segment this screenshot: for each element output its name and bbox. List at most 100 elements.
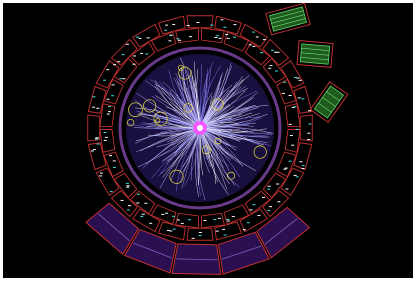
ring-hit <box>149 223 152 224</box>
ring-hit <box>243 229 246 230</box>
ring-hit <box>296 176 299 177</box>
ring-hit <box>168 40 171 41</box>
ring-hit <box>268 186 271 187</box>
ring-hit <box>225 34 228 35</box>
ring-hit <box>277 52 280 53</box>
event-display <box>0 0 416 281</box>
ring-hit <box>126 44 129 45</box>
ring-hit <box>189 36 192 37</box>
ring-hit <box>271 50 274 51</box>
ring-hit <box>144 203 147 204</box>
vertex-core <box>197 125 203 131</box>
ring-hit <box>294 175 297 176</box>
ring-hit <box>96 137 99 138</box>
ring-hit <box>267 189 270 190</box>
ring-hit <box>178 40 181 41</box>
ring-hit <box>252 46 255 47</box>
ring-hit <box>297 78 300 79</box>
page: (() => { const data = JSON.parse(documen… <box>0 0 416 281</box>
ring-hit <box>203 220 206 221</box>
ring-hit <box>210 25 213 26</box>
ring-hit <box>113 64 116 65</box>
ring-hit <box>252 204 255 205</box>
ring-hit <box>267 210 270 211</box>
ring-hit <box>111 95 114 96</box>
ring-hit <box>136 37 139 38</box>
ring-hit <box>106 99 109 100</box>
ring-hit <box>93 149 96 150</box>
ring-hit <box>218 38 221 39</box>
ring-hit <box>269 65 272 66</box>
ring-hit <box>108 111 111 112</box>
ring-hit <box>113 167 116 168</box>
ring-hit <box>227 38 230 39</box>
ring-hit <box>298 97 301 98</box>
ring-hit <box>302 165 305 166</box>
ring-hit <box>282 93 285 94</box>
ring-hit <box>133 64 136 65</box>
ring-hit <box>136 202 139 203</box>
ring-hit <box>165 213 168 214</box>
ring-hit <box>220 19 223 20</box>
ring-hit <box>196 22 199 23</box>
ring-hit <box>137 194 140 195</box>
ring-hit <box>104 132 107 133</box>
ring-hit <box>187 25 190 26</box>
ring-hit <box>285 168 288 169</box>
ring-hit <box>263 39 266 40</box>
ring-hit <box>164 30 167 31</box>
ring-hit <box>222 229 225 230</box>
ring-hit <box>112 84 115 85</box>
ring-hit <box>232 216 235 217</box>
ring-hit <box>283 82 286 83</box>
ring-hit <box>226 219 229 220</box>
ring-hit <box>227 220 230 221</box>
ring-hit <box>133 55 136 56</box>
ring-hit <box>301 168 304 169</box>
ring-hit <box>307 139 310 140</box>
ring-hit <box>308 110 311 111</box>
ring-hit <box>172 216 175 217</box>
ring-hit <box>105 137 108 138</box>
ring-hit <box>92 107 95 108</box>
ring-hit <box>103 80 106 81</box>
ring-hit <box>127 185 130 186</box>
ring-hit <box>117 61 120 62</box>
ring-hit <box>165 25 168 26</box>
ring-hit <box>275 71 278 72</box>
ring-hit <box>301 98 304 99</box>
ring-hit <box>256 36 259 37</box>
ring-hit <box>223 27 226 28</box>
ring-hit <box>127 210 130 211</box>
ring-hit <box>216 231 219 232</box>
ring-hit <box>299 161 302 162</box>
ring-hit <box>291 145 294 146</box>
ring-hit <box>260 52 263 53</box>
ring-hit <box>224 235 227 236</box>
ring-hit <box>96 108 99 109</box>
ring-hit <box>173 229 176 230</box>
ring-hit <box>147 37 150 38</box>
ring-hit <box>119 78 122 79</box>
ring-hit <box>109 155 112 156</box>
ring-hit <box>252 32 255 33</box>
ring-hit <box>296 129 299 130</box>
ring-hit <box>104 140 107 141</box>
ring-hit <box>122 54 125 55</box>
ring-hit <box>290 135 293 136</box>
ring-hit <box>199 235 202 236</box>
ring-hit <box>177 219 180 220</box>
ring-hit <box>247 222 250 223</box>
ring-hit <box>262 197 265 198</box>
ring-hit <box>299 80 302 81</box>
ring-hit <box>95 139 98 140</box>
ring-hit <box>107 114 110 115</box>
ring-hit <box>214 37 217 38</box>
ring-hit <box>285 188 288 189</box>
ring-hit <box>268 68 271 69</box>
ring-hit <box>192 238 195 239</box>
ring-hit <box>91 150 94 151</box>
ring-hit <box>121 200 124 201</box>
ring-hit <box>106 69 109 70</box>
ring-hit <box>92 96 95 97</box>
